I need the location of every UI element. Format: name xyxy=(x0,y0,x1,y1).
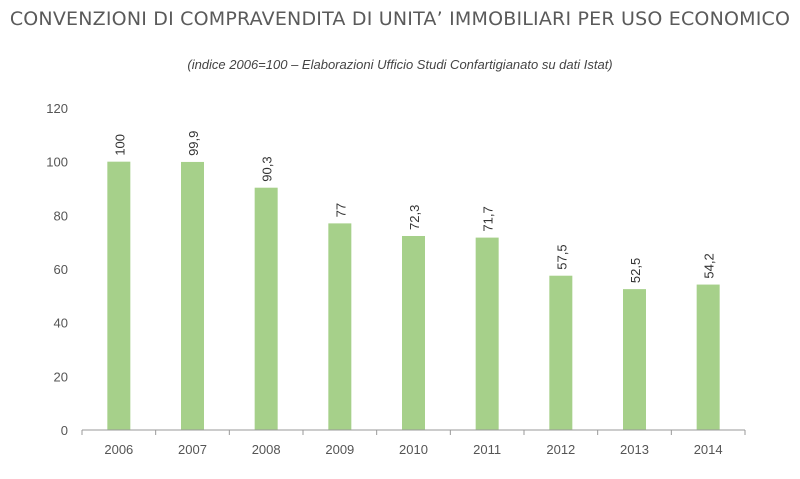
data-label: 90,3 xyxy=(260,156,275,181)
y-tick-label: 60 xyxy=(54,262,68,277)
x-tick-label: 2008 xyxy=(252,442,281,457)
x-tick-label: 2007 xyxy=(178,442,207,457)
data-label: 99,9 xyxy=(186,131,201,156)
x-tick-label: 2009 xyxy=(325,442,354,457)
x-tick-label: 2013 xyxy=(620,442,649,457)
x-tick-label: 2014 xyxy=(694,442,723,457)
data-label: 72,3 xyxy=(407,205,422,230)
x-tick-label: 2012 xyxy=(546,442,575,457)
data-label: 77 xyxy=(333,203,348,217)
bar xyxy=(402,235,425,430)
y-tick-label: 40 xyxy=(54,316,68,331)
data-label: 57,5 xyxy=(554,244,569,269)
data-label: 71,7 xyxy=(481,206,496,231)
bar xyxy=(181,161,204,430)
bar xyxy=(696,284,720,430)
chart-title: CONVENZIONI DI COMPRAVENDITA DI UNITA’ I… xyxy=(9,8,791,30)
x-tick-label: 2011 xyxy=(473,442,501,457)
data-label: 52,5 xyxy=(628,258,643,283)
y-tick-label: 120 xyxy=(46,101,68,116)
chart-subtitle: (indice 2006=100 – Elaborazioni Ufficio … xyxy=(187,57,613,72)
y-tick-label: 20 xyxy=(54,369,68,384)
bar xyxy=(328,223,352,430)
bar xyxy=(623,289,646,430)
x-tick-label: 2006 xyxy=(104,442,133,457)
y-tick-label: 0 xyxy=(61,423,68,438)
x-tick-label: 2010 xyxy=(399,442,428,457)
y-tick-label: 80 xyxy=(54,208,68,223)
bar xyxy=(549,275,573,430)
data-label: 100 xyxy=(112,134,127,156)
y-tick-label: 100 xyxy=(46,155,68,170)
bar xyxy=(475,237,499,430)
data-label: 54,2 xyxy=(702,253,717,278)
bar xyxy=(254,187,278,430)
bar xyxy=(107,161,131,430)
